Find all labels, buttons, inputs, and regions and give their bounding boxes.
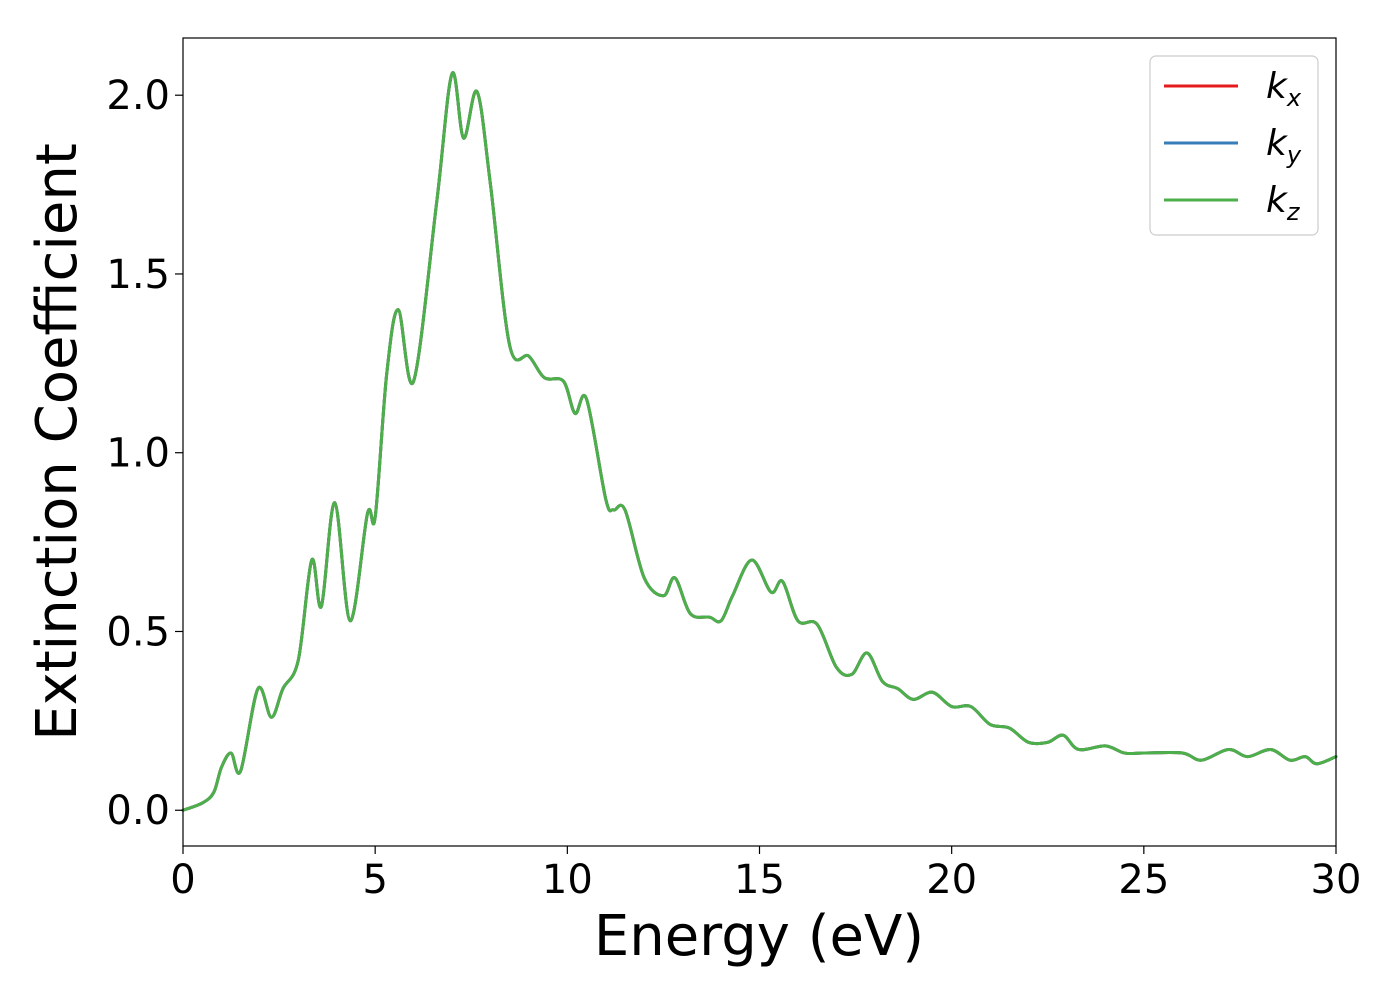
legend-items: kx ky kz (1164, 66, 1302, 226)
legend-box (1149, 55, 1319, 236)
y-tick-label: 1.5 (106, 252, 170, 298)
x-tick-label: 20 (926, 857, 977, 903)
y-axis-ticks: 0.0 0.5 1.0 1.5 2.0 (106, 73, 183, 834)
y-tick-label: 1.0 (106, 431, 170, 477)
y-axis-label: Extinction Coefficient (25, 143, 90, 741)
x-tick-label: 25 (1118, 857, 1169, 903)
x-axis-label: Energy (eV) (594, 904, 924, 969)
legend-label-kx: kx (1266, 66, 1302, 112)
x-tick-label: 5 (362, 857, 387, 903)
y-tick-label: 2.0 (106, 73, 170, 119)
legend-label-ky: ky (1266, 123, 1302, 169)
x-tick-label: 30 (1311, 857, 1362, 903)
series-layer (181, 71, 1338, 812)
series-line-k-z (181, 71, 1338, 812)
x-tick-label: 15 (734, 857, 785, 903)
legend-label-kz: kz (1266, 180, 1301, 226)
x-axis-ticks: 0 5 10 15 20 25 30 (170, 846, 1361, 903)
y-tick-label: 0.5 (106, 609, 170, 655)
x-tick-label: 10 (542, 857, 593, 903)
legend: kx ky kz (1149, 55, 1319, 236)
x-tick-label: 0 (170, 857, 195, 903)
y-tick-label: 0.0 (106, 788, 170, 834)
